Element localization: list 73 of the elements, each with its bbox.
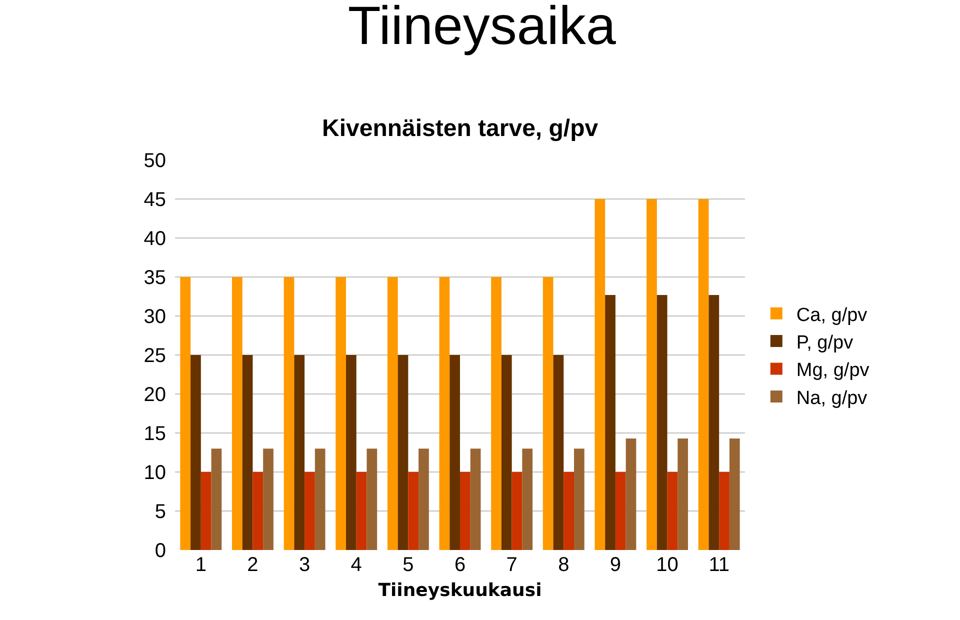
x-tick-label: 8 xyxy=(558,554,570,576)
x-tick-label: 11 xyxy=(708,554,730,576)
x-tick-label: 4 xyxy=(350,554,362,576)
bar xyxy=(626,438,636,550)
legend-label: Ca, g/pv xyxy=(796,304,868,326)
bar xyxy=(252,472,264,550)
bar xyxy=(200,472,212,550)
y-tick-label: 20 xyxy=(144,384,166,406)
bar xyxy=(314,448,326,550)
y-tick-label: 30 xyxy=(144,306,166,328)
y-tick-label: 5 xyxy=(154,501,166,523)
x-tick-label: 2 xyxy=(247,554,258,576)
bar xyxy=(542,277,554,550)
bar xyxy=(408,472,419,550)
bar xyxy=(460,472,470,550)
bar xyxy=(522,448,533,550)
bar xyxy=(304,472,315,550)
bar xyxy=(439,277,450,550)
bar xyxy=(656,294,668,550)
bar xyxy=(594,199,606,550)
bar xyxy=(190,355,201,550)
x-tick-label: 6 xyxy=(454,554,466,576)
bar xyxy=(615,472,626,550)
bar xyxy=(180,277,191,550)
bar xyxy=(719,472,730,550)
x-axis-title: Tiineyskuukausi xyxy=(378,580,542,602)
y-tick-label: 10 xyxy=(144,462,166,484)
bar xyxy=(708,294,720,550)
bar xyxy=(605,294,616,550)
bar xyxy=(553,355,564,550)
bar xyxy=(501,355,512,550)
x-tick-label: 10 xyxy=(656,554,678,576)
chart-title: Tiineysaika xyxy=(348,0,617,56)
bar xyxy=(698,199,709,550)
bar xyxy=(366,448,378,550)
bar xyxy=(512,472,522,550)
legend-label: P, g/pv xyxy=(796,332,854,354)
bar xyxy=(336,277,346,550)
bar xyxy=(574,448,584,550)
chart-subtitle: Kivennäisten tarve, g/pv xyxy=(322,115,599,142)
y-tick-label: 35 xyxy=(144,267,166,289)
bar xyxy=(284,277,294,550)
bar xyxy=(470,448,481,550)
x-tick-label: 5 xyxy=(402,554,414,576)
y-tick-label: 15 xyxy=(144,423,166,445)
legend-label: Mg, g/pv xyxy=(796,360,870,382)
y-tick-label: 50 xyxy=(144,150,166,172)
bar xyxy=(387,277,398,550)
bar xyxy=(242,355,253,550)
bar xyxy=(398,355,408,550)
bar xyxy=(678,438,688,550)
bar xyxy=(729,438,740,550)
bar xyxy=(211,448,222,550)
x-tick-label: 9 xyxy=(610,554,622,576)
bar xyxy=(450,355,460,550)
x-tick-label: 7 xyxy=(506,554,518,576)
bar xyxy=(667,472,678,550)
bar xyxy=(263,448,274,550)
bar xyxy=(356,472,367,550)
bar xyxy=(232,277,242,550)
y-tick-label: 45 xyxy=(144,189,166,211)
bar xyxy=(646,199,657,550)
y-tick-label: 25 xyxy=(144,345,166,367)
bar xyxy=(418,448,429,550)
bar xyxy=(294,355,305,550)
bar xyxy=(491,277,502,550)
legend-label: Na, g/pv xyxy=(796,388,868,409)
bar xyxy=(564,472,574,550)
bar xyxy=(346,355,356,550)
x-tick-label: 1 xyxy=(195,554,206,576)
x-tick-label: 3 xyxy=(298,554,310,576)
y-tick-label: 0 xyxy=(154,540,166,562)
y-tick-label: 40 xyxy=(144,228,166,250)
